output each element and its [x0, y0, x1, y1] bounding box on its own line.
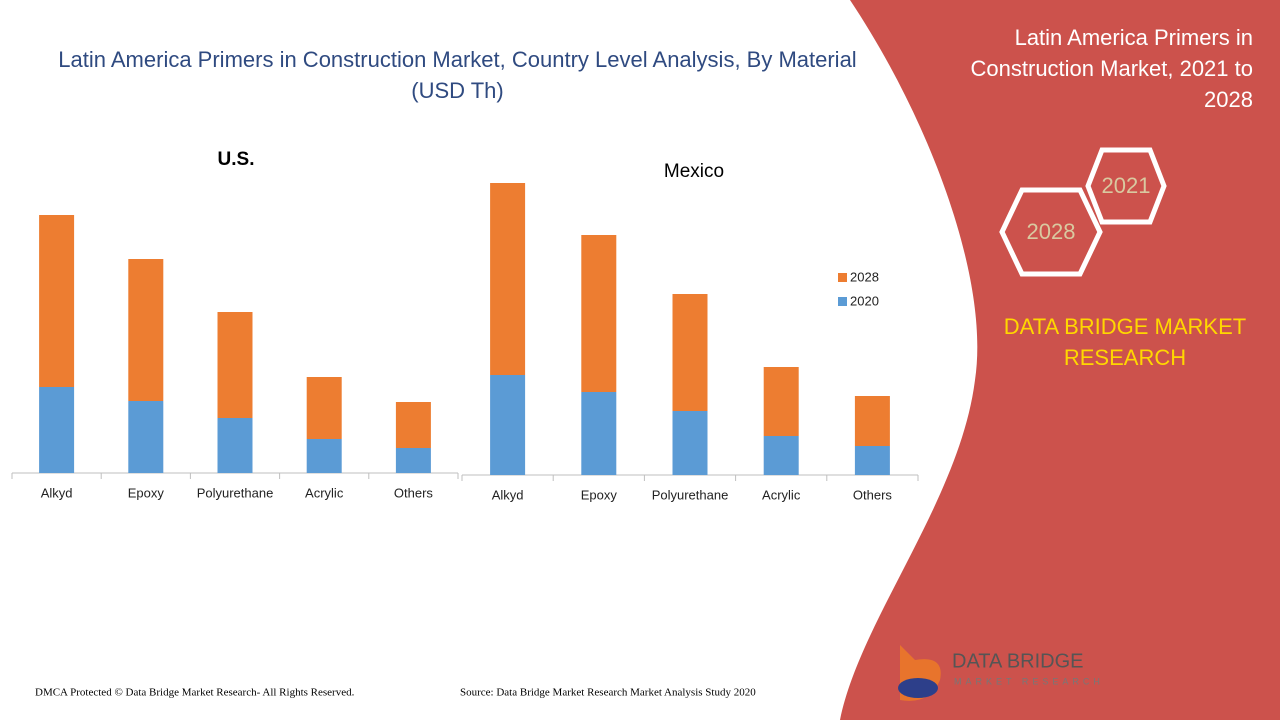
- x-tick-label: Epoxy: [581, 487, 618, 502]
- bar-segment: [306, 377, 342, 439]
- logo-name: DATA BRIDGE: [952, 650, 1084, 672]
- brand: DATA BRIDGE MARKET RESEARCH: [1003, 314, 1247, 370]
- x-tick-label: Others: [853, 487, 893, 502]
- x-tick-label: Polyurethane: [197, 485, 274, 500]
- bar-segment: [39, 387, 75, 473]
- bar-segment: [581, 235, 617, 392]
- x-tick-label: Acrylic: [762, 487, 801, 502]
- bar-segment: [39, 215, 75, 387]
- legend-label: 2020: [850, 293, 879, 308]
- bar-segment: [854, 446, 890, 475]
- hexagon: [1085, 147, 1167, 225]
- logo-tagline: MARKET RESEARCH: [954, 676, 1104, 686]
- bar-segment: [217, 418, 253, 473]
- x-tick-label: Epoxy: [128, 485, 165, 500]
- bar-segment: [672, 411, 708, 475]
- chart-title: Mexico: [664, 161, 724, 182]
- sidebar-bg: [840, 0, 1280, 720]
- bar-segment: [128, 259, 164, 401]
- bar-segment: [763, 367, 799, 436]
- x-tick-label: Acrylic: [305, 485, 344, 500]
- bar-segment: [672, 294, 708, 411]
- bar-segment: [490, 375, 526, 475]
- bar-segment: [217, 312, 253, 418]
- main-title: Latin America Primers in Construction Ma…: [58, 47, 857, 103]
- hex-label: 2021: [1102, 173, 1151, 198]
- x-tick-label: Polyurethane: [652, 487, 729, 502]
- legend-swatch: [838, 273, 847, 282]
- bar-segment: [763, 436, 799, 475]
- x-tick-label: Alkyd: [41, 485, 73, 500]
- hexagon: [999, 187, 1103, 277]
- hex-label: 2028: [1027, 219, 1076, 244]
- chart-title: U.S.: [218, 149, 255, 170]
- bar-segment: [854, 396, 890, 446]
- bar-segment: [395, 402, 431, 448]
- bar-segment: [581, 392, 617, 475]
- bar-segment: [306, 439, 342, 473]
- sidebar-title: Latin America Primers in Construction Ma…: [970, 25, 1253, 112]
- legend-label: 2028: [850, 269, 879, 284]
- x-tick-label: Others: [394, 485, 434, 500]
- source: Source: Data Bridge Market Research Mark…: [460, 687, 756, 699]
- bar-segment: [128, 401, 164, 473]
- bar-segment: [490, 183, 526, 375]
- copyright: DMCA Protected © Data Bridge Market Rese…: [35, 687, 355, 699]
- bar-segment: [395, 448, 431, 473]
- legend-swatch: [838, 297, 847, 306]
- x-tick-label: Alkyd: [492, 487, 524, 502]
- logo-icon: [898, 678, 938, 698]
